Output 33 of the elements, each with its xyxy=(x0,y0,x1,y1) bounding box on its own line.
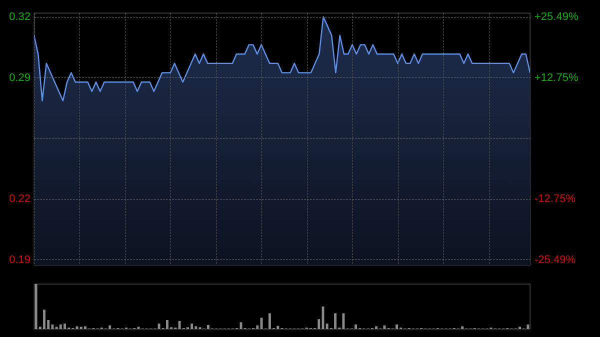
bar xyxy=(190,324,194,329)
bar xyxy=(34,284,38,329)
bar xyxy=(318,319,320,329)
bar xyxy=(375,326,378,329)
bar xyxy=(43,310,46,329)
bar xyxy=(108,325,112,329)
bar xyxy=(396,324,398,329)
y-tick-label: 0.29 xyxy=(9,72,30,84)
bar xyxy=(64,324,66,329)
y2-tick-label: +25.49% xyxy=(534,11,578,24)
bar xyxy=(84,326,86,329)
bar xyxy=(76,326,78,329)
y2-tick-label: -12.75% xyxy=(534,193,576,206)
bar xyxy=(526,324,530,329)
y2-tick-label: -25.49% xyxy=(534,254,576,266)
bar xyxy=(268,313,271,329)
bar xyxy=(166,320,168,329)
bar xyxy=(178,320,181,329)
bar xyxy=(383,325,386,329)
bar xyxy=(256,325,259,329)
bar xyxy=(59,324,62,329)
bar xyxy=(334,313,337,329)
bar xyxy=(461,326,464,329)
y-tick-label: 0.32 xyxy=(9,11,30,24)
y-tick-label: 0.19 xyxy=(9,254,30,266)
y2-tick-label: +12.75% xyxy=(534,72,578,84)
bar xyxy=(194,326,198,329)
bar xyxy=(354,324,358,329)
bar xyxy=(206,324,210,329)
bar xyxy=(276,326,280,329)
y-tick-label: 0.22 xyxy=(9,193,30,206)
bar xyxy=(158,324,160,329)
bar xyxy=(326,324,328,329)
